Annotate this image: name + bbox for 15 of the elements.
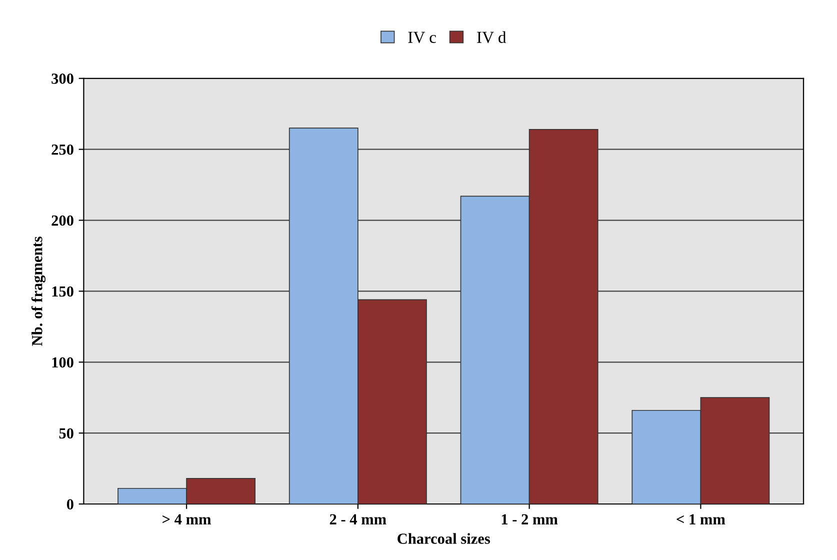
legend-label: IV c <box>408 32 436 44</box>
y-tick-label: 300 <box>52 74 74 84</box>
x-tick-label: < 1 mm <box>676 514 726 524</box>
y-axis-title: Nb. of fragments <box>31 236 46 346</box>
y-tick-label: 100 <box>52 357 74 368</box>
x-tick-label: > 4 mm <box>162 514 211 524</box>
y-tick-label: 250 <box>52 144 74 155</box>
y-tick-label: 0 <box>66 499 74 510</box>
y-tick-label: 50 <box>59 428 74 439</box>
legend-label: IV d <box>477 31 506 44</box>
x-axis-title: Charcoal sizes <box>398 533 490 544</box>
x-tick-label: 2 - 4 mm <box>330 514 386 524</box>
y-tick-label: 200 <box>52 215 74 226</box>
x-tick-label: 1 - 2 mm <box>502 514 558 524</box>
y-tick-label: 150 <box>52 286 74 297</box>
